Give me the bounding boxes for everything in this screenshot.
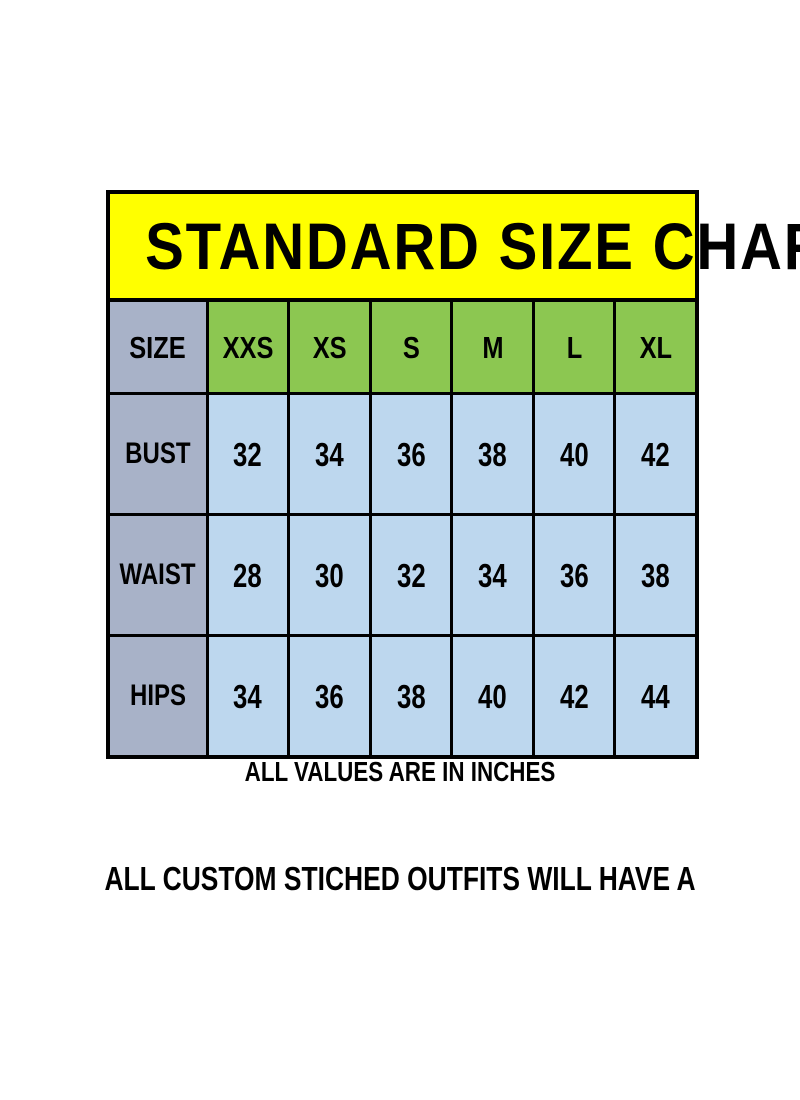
cell-waist-xs: 30: [287, 513, 372, 637]
cell-hips-m: 40: [450, 634, 535, 759]
header-cell-xxs: XXS: [205, 298, 291, 395]
cell-hips-s-value: 38: [396, 677, 426, 715]
cell-hips-l-value: 42: [559, 677, 589, 715]
cell-hips-xxs: 34: [205, 634, 291, 759]
header-cell-xl: XL: [613, 298, 699, 395]
cell-waist-xxs-value: 28: [233, 556, 263, 594]
row-label-waist: WAIST: [106, 513, 209, 637]
cell-hips-xs-value: 36: [315, 677, 344, 715]
header-cell-size-label: SIZE: [106, 298, 209, 395]
cell-waist-s: 32: [368, 513, 454, 637]
cell-waist-l: 36: [531, 513, 617, 637]
cell-hips-s: 38: [368, 634, 454, 759]
cell-bust-m: 38: [450, 392, 535, 516]
cell-hips-xs: 36: [287, 634, 372, 759]
header-cell-xs: XS: [287, 298, 372, 395]
standard-size-chart-table: STANDARD SIZE CHART SIZE XXS XS S M: [106, 190, 800, 759]
header-m-text: M: [481, 329, 504, 365]
header-size-label-text: SIZE: [129, 329, 187, 365]
cell-waist-m: 34: [450, 513, 535, 637]
row-label-hips-text: HIPS: [129, 679, 186, 712]
cell-bust-xs-value: 34: [315, 435, 344, 473]
cell-waist-xs-value: 30: [315, 556, 344, 594]
chart-title-cell: STANDARD SIZE CHART: [106, 190, 800, 302]
header-xs-text: XS: [312, 329, 347, 365]
row-label-bust: BUST: [106, 392, 209, 516]
table-row-waist: WAIST 28 30 32 34 36 38: [106, 513, 699, 637]
row-label-hips: HIPS: [106, 634, 209, 759]
table-header-row: SIZE XXS XS S M L XL: [106, 298, 699, 395]
row-label-waist-text: WAIST: [119, 558, 196, 591]
cell-bust-l-value: 40: [559, 435, 589, 473]
cell-bust-s: 36: [368, 392, 454, 516]
header-xl-text: XL: [639, 329, 672, 365]
page-title: STANDARD SIZE CHART: [145, 209, 800, 283]
cell-waist-xl-value: 38: [641, 556, 670, 594]
cell-bust-s-value: 36: [396, 435, 426, 473]
note-values-in-inches: ALL VALUES ARE IN INCHES: [244, 756, 556, 787]
cell-hips-xl-value: 44: [641, 677, 670, 715]
header-s-text: S: [402, 329, 420, 365]
cell-bust-xxs-value: 32: [233, 435, 263, 473]
cell-hips-l: 42: [531, 634, 617, 759]
cell-bust-xl: 42: [613, 392, 699, 516]
table-row-hips: HIPS 34 36 38 40 42 44: [106, 634, 699, 759]
cell-bust-xl-value: 42: [641, 435, 670, 473]
size-chart-container: STANDARD SIZE CHART SIZE XXS XS S M: [106, 190, 800, 759]
header-l-text: L: [566, 329, 582, 365]
header-cell-s: S: [368, 298, 454, 395]
header-xxs-text: XXS: [222, 329, 274, 365]
cell-waist-m-value: 34: [478, 556, 507, 594]
row-label-bust-text: BUST: [125, 437, 191, 470]
chart-title-row: STANDARD SIZE CHART: [106, 190, 800, 302]
cell-bust-l: 40: [531, 392, 617, 516]
cell-waist-xxs: 28: [205, 513, 291, 637]
cell-waist-xl: 38: [613, 513, 699, 637]
header-cell-l: L: [531, 298, 617, 395]
cell-bust-xs: 34: [287, 392, 372, 516]
header-cell-m: M: [450, 298, 535, 395]
cell-waist-s-value: 32: [396, 556, 426, 594]
cell-hips-m-value: 40: [478, 677, 507, 715]
cell-bust-xxs: 32: [205, 392, 291, 516]
cell-hips-xxs-value: 34: [233, 677, 263, 715]
cell-waist-l-value: 36: [559, 556, 589, 594]
note-custom-stitched-outfits: ALL CUSTOM STICHED OUTFITS WILL HAVE A: [104, 860, 696, 897]
cell-bust-m-value: 38: [478, 435, 507, 473]
cell-hips-xl: 44: [613, 634, 699, 759]
table-row-bust: BUST 32 34 36 38 40 42: [106, 392, 699, 516]
